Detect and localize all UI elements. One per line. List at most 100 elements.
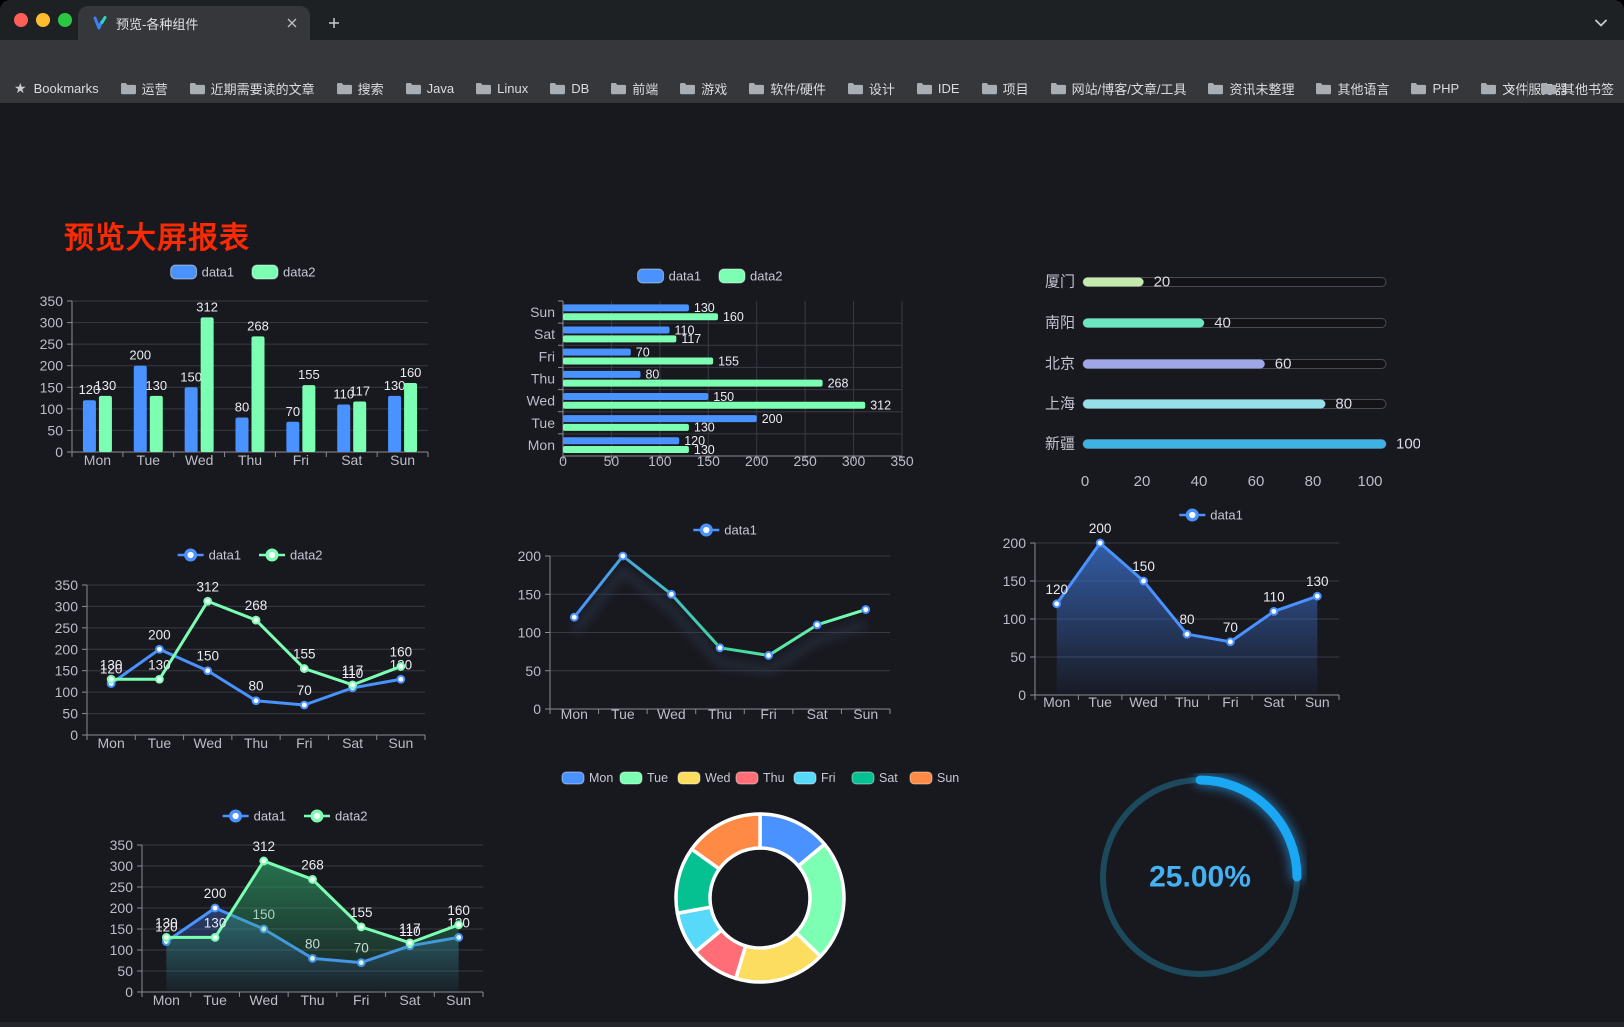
svg-text:130: 130 <box>155 915 178 930</box>
svg-text:50: 50 <box>1010 649 1026 665</box>
progress-row-0: 20 <box>1082 274 1387 291</box>
other-bookmarks-folder[interactable]: 其他书签 <box>1540 79 1614 98</box>
svg-text:Sat: Sat <box>399 992 420 1008</box>
point-Fri-data2 <box>356 922 366 932</box>
close-button[interactable] <box>14 13 28 27</box>
svg-text:Wed: Wed <box>193 735 222 751</box>
svg-text:150: 150 <box>55 663 79 679</box>
svg-text:60: 60 <box>1275 356 1292 373</box>
point-Fri-data1 <box>1226 637 1235 647</box>
folder-icon <box>120 83 136 95</box>
zoom-button[interactable] <box>58 13 72 27</box>
bookmark-folder-5[interactable]: DB <box>549 81 589 96</box>
bookmark-folder-11[interactable]: 项目 <box>981 79 1029 98</box>
chart-canvas-pie: Mon Tue Wed Thu Fri Sat Sun <box>561 771 959 984</box>
bookmark-folder-3[interactable]: Java <box>405 81 454 96</box>
legend-item-data1[interactable]: data1 <box>177 548 242 563</box>
browser-toolbar: 127.0.0.1:3000/#/chart/preview/9 9 ⌘ <box>0 40 1624 110</box>
svg-text:117: 117 <box>342 663 364 678</box>
legend-item-Thu[interactable]: Thu <box>735 771 785 785</box>
bookmark-folder-4[interactable]: Linux <box>475 81 528 96</box>
svg-text:268: 268 <box>247 318 269 333</box>
folder-icon <box>550 83 566 95</box>
legend-item-Tue[interactable]: Tue <box>619 771 668 785</box>
svg-text:110: 110 <box>399 924 421 939</box>
hbar-Thu-data1 <box>563 370 641 378</box>
bookmark-folder-15[interactable]: PHP <box>1410 81 1459 96</box>
legend-item-Wed[interactable]: Wed <box>677 771 731 785</box>
tab-close-icon[interactable] <box>284 15 300 31</box>
point-Wed-data1 <box>1139 576 1148 586</box>
legend-item-Sat[interactable]: Sat <box>851 771 898 785</box>
bookmark-folder-7[interactable]: 游戏 <box>679 79 727 98</box>
bookmark-folder-8[interactable]: 软件/硬件 <box>748 79 826 98</box>
chart-city-progress: 厦门 20 南阳 40 北京 60 上海 80 新疆 100 0 20 40 60 80 100 <box>1000 253 1420 498</box>
bar-Fri-data1 <box>286 421 300 452</box>
bar-Thu-data1 <box>235 417 249 452</box>
tab-search-chevron-icon[interactable] <box>1590 12 1612 34</box>
point-Fri-data1 <box>299 700 309 710</box>
svg-text:130: 130 <box>145 378 167 393</box>
svg-text:80: 80 <box>1335 396 1352 413</box>
svg-text:70: 70 <box>297 683 312 698</box>
bookmark-folder-0[interactable]: 运营 <box>120 79 168 98</box>
chart-canvas-bar: data1 data2 0 50 100 150 200 250 300 350 Mon Tue Wed… <box>40 264 429 468</box>
svg-text:40: 40 <box>1191 473 1208 490</box>
legend-item-data1[interactable]: data1 <box>693 523 757 538</box>
svg-text:Tue: Tue <box>203 992 227 1008</box>
new-tab-button[interactable] <box>322 11 346 35</box>
bookmark-folder-13[interactable]: 资讯未整理 <box>1207 79 1294 98</box>
legend-item-data1[interactable]: data1 <box>637 268 702 284</box>
pie-slice-Sun[interactable] <box>689 812 762 871</box>
legend-item-data2[interactable]: data2 <box>251 264 316 280</box>
bookmark-folder-2[interactable]: 搜索 <box>336 79 384 98</box>
bookmark-folder-6[interactable]: 前端 <box>610 79 658 98</box>
svg-text:Fri: Fri <box>296 735 312 751</box>
browser-tab[interactable]: 预览-各种组件 <box>78 6 310 40</box>
legend-item-Mon[interactable]: Mon <box>561 771 613 785</box>
svg-text:100: 100 <box>110 942 134 958</box>
bookmark-folder-9[interactable]: 设计 <box>847 79 895 98</box>
point-Mon-data1 <box>569 612 579 622</box>
chart-gradient-line: data1 0 50 100 150 200 Mon Tue Wed Thu Fri Sat Sun <box>505 518 905 726</box>
bookmark-folder-14[interactable]: 其他语言 <box>1315 79 1389 98</box>
bookmark-folder-10[interactable]: IDE <box>916 81 960 96</box>
chart-canvas-area: data1 data2 0 50 100 150 200 250 300 350 Mon Tue Wed… <box>110 809 484 1008</box>
svg-text:200: 200 <box>1089 521 1112 536</box>
svg-text:Wed: Wed <box>185 452 214 468</box>
minimize-button[interactable] <box>36 13 50 27</box>
point-Fri-data1 <box>764 651 773 660</box>
point-Wed-data2 <box>203 596 213 606</box>
svg-text:312: 312 <box>196 579 219 594</box>
legend-item-data2[interactable]: data2 <box>718 268 783 284</box>
svg-text:Sat: Sat <box>534 326 555 342</box>
hbar-Fri-data2 <box>563 357 714 365</box>
svg-text:Wed: Wed <box>657 706 686 722</box>
legend-item-data1[interactable]: data1 <box>1179 508 1243 523</box>
legend-item-data2[interactable]: data2 <box>304 809 368 824</box>
svg-text:Sun: Sun <box>853 706 878 722</box>
bookmark-folder-12[interactable]: 网站/博客/文章/工具 <box>1050 79 1186 98</box>
folder-icon <box>680 83 696 95</box>
bookmark-folder-1[interactable]: 近期需要读的文章 <box>189 79 315 98</box>
svg-text:250: 250 <box>793 453 817 469</box>
legend-item-Fri[interactable]: Fri <box>793 771 836 785</box>
point-Thu-data1 <box>715 643 725 653</box>
svg-text:data1: data1 <box>202 265 235 280</box>
legend-item-data1[interactable]: data1 <box>170 264 235 280</box>
point-Sun-data1 <box>1312 591 1322 601</box>
svg-text:Mon: Mon <box>1043 694 1070 710</box>
svg-text:300: 300 <box>40 315 64 331</box>
bookmarks-overflow-chevron[interactable]: » <box>1507 81 1515 96</box>
svg-text:25.00%: 25.00% <box>1149 861 1251 894</box>
svg-text:150: 150 <box>1003 573 1027 589</box>
svg-text:Thu: Thu <box>531 371 555 387</box>
legend-item-data1[interactable]: data1 <box>222 809 287 824</box>
svg-text:Sat: Sat <box>1263 694 1284 710</box>
legend-item-Sun[interactable]: Sun <box>909 771 959 785</box>
svg-text:160: 160 <box>390 644 413 659</box>
svg-text:160: 160 <box>400 365 422 380</box>
legend-item-data2[interactable]: data2 <box>259 548 323 563</box>
svg-text:北京: 北京 <box>1045 356 1075 373</box>
bookmarks-label[interactable]: Bookmarks <box>33 81 99 96</box>
